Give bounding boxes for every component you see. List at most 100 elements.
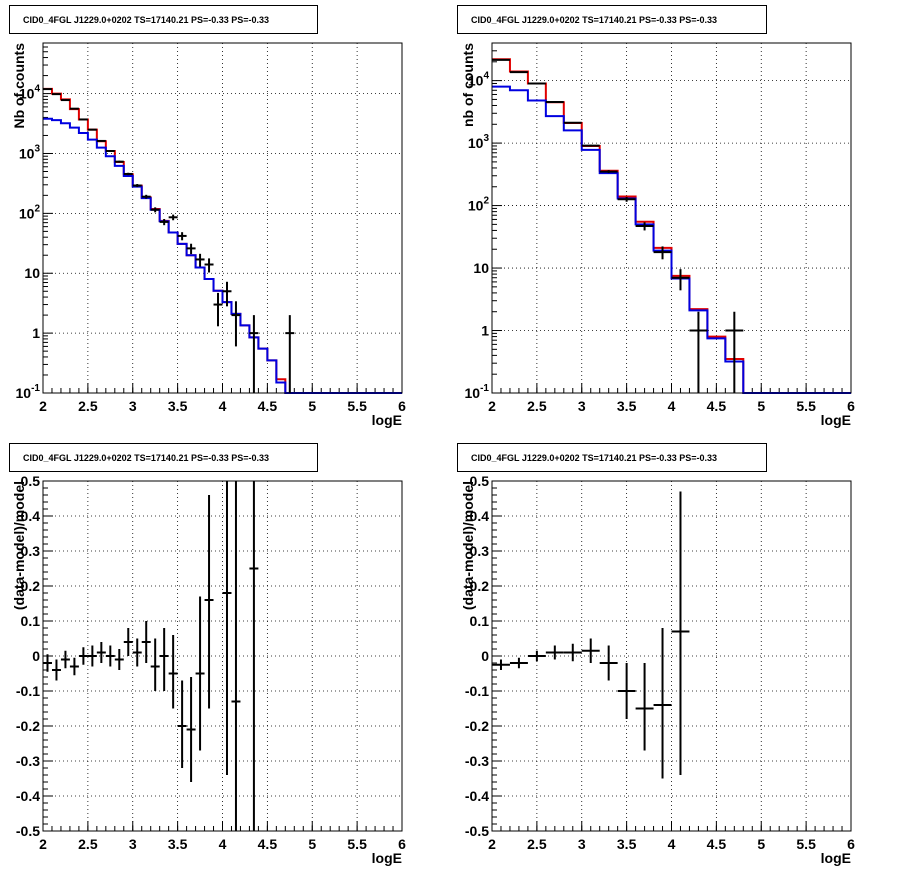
data-point (141, 194, 151, 199)
data-point (168, 635, 178, 709)
title-box (457, 5, 767, 34)
data-point (168, 214, 178, 221)
data-point (78, 118, 88, 121)
data-point (492, 58, 510, 61)
data-point (231, 301, 241, 347)
chart-title: CID0_4FGL J1229.0+0202 TS=17140.21 PS=-0… (23, 453, 269, 463)
data-point (231, 481, 241, 831)
y-tick-label: 104 (19, 84, 41, 102)
x-tick-label: 3.5 (168, 398, 188, 414)
data-point (563, 121, 582, 124)
data-point (213, 292, 223, 327)
x-tick-label: 3 (578, 398, 586, 414)
data-point (195, 253, 205, 267)
chart-title: CID0_4FGL J1229.0+0202 TS=17140.21 PS=-0… (471, 453, 717, 463)
data-point (492, 659, 510, 670)
data-point (87, 645, 97, 667)
x-tick-label: 5 (757, 398, 765, 414)
x-tick-label: 4 (219, 398, 227, 414)
y-tick-label: 102 (468, 196, 490, 214)
x-tick-label: 3 (129, 398, 137, 414)
chart-panel-2: CID0_4FGL J1229.0+0202 TS=17140.21 PS=-0… (457, 5, 855, 428)
data-point (617, 663, 636, 719)
y-tick-label: 0.5 (21, 473, 41, 489)
plot-area (43, 43, 402, 393)
x-tick-label: 6 (847, 836, 855, 852)
y-tick-label: 0.5 (470, 473, 490, 489)
y-tick-label: 10-1 (16, 383, 41, 401)
data-point (545, 100, 564, 103)
data-point (285, 315, 295, 393)
data-point (150, 638, 160, 691)
data-point (186, 677, 196, 782)
x-tick-label: 6 (398, 836, 406, 852)
y-tick-label: 0.3 (470, 543, 490, 559)
x-tick-label: 5.5 (796, 836, 816, 852)
data-point (563, 643, 582, 662)
x-tick-label: 4 (219, 836, 227, 852)
x-tick-label: 5.5 (347, 398, 367, 414)
y-tick-label: 0.2 (470, 578, 490, 594)
y-tick-label: 0.1 (470, 613, 490, 629)
plot-frame (42, 480, 403, 832)
data-point (114, 649, 124, 670)
y-tick-label: -0.3 (465, 753, 489, 769)
data-point (51, 93, 61, 96)
chart-panel-1: CID0_4FGL J1229.0+0202 TS=17140.21 PS=-0… (9, 5, 406, 428)
data-points (492, 58, 744, 393)
y-axis-label: (data-model)/model (460, 481, 476, 610)
title-box (9, 443, 318, 472)
data-point (249, 315, 259, 393)
data-point (222, 481, 232, 775)
data-points (492, 491, 690, 779)
title-box (9, 5, 318, 34)
data-point (132, 184, 142, 188)
data-points (43, 88, 295, 393)
chart-title: CID0_4FGL J1229.0+0202 TS=17140.21 PS=-0… (23, 15, 269, 25)
y-tick-label: 102 (19, 203, 41, 221)
x-tick-label: 5 (308, 836, 316, 852)
x-tick-label: 4 (668, 836, 676, 852)
data-point (43, 654, 52, 672)
y-tick-label: 103 (19, 143, 41, 161)
data-point (96, 139, 106, 142)
data-point (114, 160, 124, 163)
y-tick-label: 0.3 (21, 543, 41, 559)
y-tick-label: -0.4 (16, 788, 40, 804)
data-point (204, 495, 214, 709)
x-tick-label: 2.5 (527, 836, 547, 852)
chart-panel-4: CID0_4FGL J1229.0+0202 TS=17140.21 PS=-0… (457, 443, 855, 866)
x-tick-label: 6 (847, 398, 855, 414)
data-point (123, 172, 133, 176)
x-tick-label: 2.5 (78, 836, 98, 852)
x-tick-label: 5.5 (347, 836, 367, 852)
y-tick-label: 1 (32, 325, 40, 341)
chart-panel-3: CID0_4FGL J1229.0+0202 TS=17140.21 PS=-0… (9, 443, 406, 866)
data-point (599, 170, 618, 174)
x-tick-label: 3 (129, 836, 137, 852)
data-point (159, 219, 169, 226)
x-tick-label: 3.5 (168, 836, 188, 852)
x-tick-label: 4.5 (707, 398, 727, 414)
y-tick-label: 0 (32, 648, 40, 664)
y-tick-label: -0.2 (465, 718, 489, 734)
y-tick-label: -0.1 (465, 683, 489, 699)
x-axis-label: logE (372, 850, 402, 866)
data-point (249, 481, 259, 831)
data-point (195, 596, 205, 751)
data-point (222, 281, 232, 307)
x-tick-label: 3 (578, 836, 586, 852)
y-tick-label: 0 (481, 648, 489, 664)
x-tick-label: 4.5 (258, 836, 278, 852)
plot-frame (491, 480, 852, 832)
y-tick-label: -0.2 (16, 718, 40, 734)
data-point (725, 311, 744, 393)
chart-title: CID0_4FGL J1229.0+0202 TS=17140.21 PS=-0… (471, 15, 717, 25)
x-tick-label: 2 (488, 836, 496, 852)
data-point (132, 638, 142, 667)
data-point (105, 645, 115, 667)
y-axis-label: nb of counts (460, 43, 476, 127)
data-point (671, 269, 690, 291)
y-tick-label: 0.4 (21, 508, 41, 524)
